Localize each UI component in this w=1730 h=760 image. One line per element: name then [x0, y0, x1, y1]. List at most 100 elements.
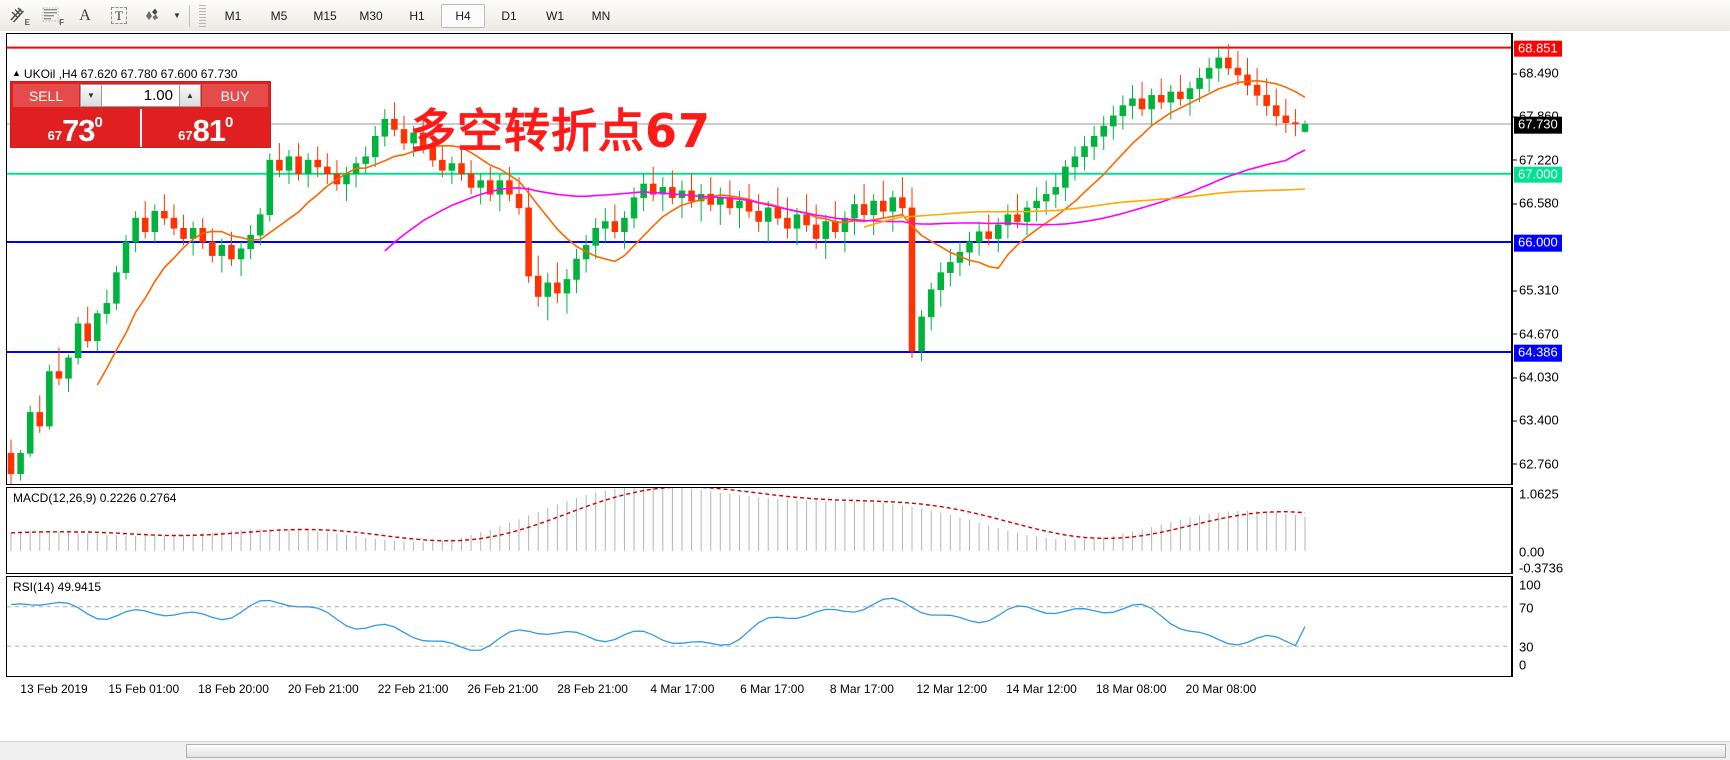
timeframe-m1[interactable]: M1	[211, 4, 255, 28]
price-tick-label: 64.030	[1512, 369, 1559, 385]
buy-price-fraction: 0	[225, 114, 234, 131]
time-axis-label: 15 Feb 01:00	[108, 682, 180, 696]
text-label-icon[interactable]: A	[68, 1, 102, 30]
time-axis-label: 26 Feb 21:00	[467, 682, 539, 696]
macd-pane[interactable]: MACD(12,26,9) 0.2226 0.2764	[6, 487, 1512, 574]
trade-panel-top-row: SELL ▼ 1.00 ▲ BUY	[11, 82, 270, 109]
timeframe-d1[interactable]: D1	[487, 4, 531, 28]
ma-fast-orange	[96, 79, 1306, 386]
rsi-line	[10, 597, 1306, 652]
trade-panel-prices: 67 73 0 67 81 0	[11, 109, 270, 147]
sell-price-display[interactable]: 67 73 0	[11, 109, 140, 147]
time-axis-label: 20 Feb 21:00	[287, 682, 359, 696]
macd-axis-line	[1512, 487, 1513, 574]
macd-signal-line	[10, 488, 1306, 542]
text-object-icon[interactable]: T	[102, 1, 136, 30]
price-series	[7, 44, 1511, 484]
timeframe-m30[interactable]: M30	[349, 4, 393, 28]
volume-increase-button[interactable]: ▲	[179, 84, 201, 107]
price-tag-67-000: 67.000	[1514, 166, 1562, 184]
chart-annotation-text: 多空转折点67	[410, 104, 712, 158]
expert-advisors-icon-label: E	[24, 18, 30, 27]
price-tick-label: 65.310	[1512, 282, 1559, 298]
macd-axis[interactable]: 1.0625 0.00 -0.3736	[1512, 486, 1730, 575]
macd-label: MACD(12,26,9) 0.2226 0.2764	[13, 491, 177, 505]
horizontal-scrollbar[interactable]	[0, 741, 1730, 760]
rsi-tick-label: 100	[1519, 577, 1541, 593]
sell-price-main: 73	[62, 113, 95, 149]
rsi-tick-label: 70	[1519, 600, 1534, 616]
objects-icon[interactable]	[136, 1, 170, 30]
timeframe-h1[interactable]: H1	[395, 4, 439, 28]
toolbar-grip-handle[interactable]	[199, 4, 206, 27]
timeframe-group: M1 M5 M15 M30 H1 H4 D1 W1 MN	[210, 3, 624, 28]
sell-price-fraction: 0	[94, 114, 103, 131]
one-click-trading-panel[interactable]: SELL ▼ 1.00 ▲ BUY 67 73 0 67 81 0	[10, 81, 271, 148]
expert-advisors-icon[interactable]: E	[0, 1, 34, 30]
rsi-axis[interactable]: 100 70 30 0	[1512, 576, 1730, 677]
sell-price-prefix: 67	[47, 128, 63, 143]
indicators-list-icon-label: F	[59, 18, 64, 27]
candlesticks	[7, 44, 1309, 484]
price-tag-67-730: 67.730	[1514, 116, 1562, 134]
price-tag-66-000: 66.000	[1514, 234, 1562, 252]
sell-button[interactable]: SELL	[13, 84, 79, 107]
timeframe-label: M5	[270, 8, 288, 23]
volume-input[interactable]: 1.00	[102, 84, 179, 107]
rsi-label: RSI(14) 49.9415	[13, 580, 102, 594]
chart-collapse-arrow-icon: ▲	[12, 68, 21, 78]
time-axis-label: 18 Mar 08:00	[1095, 682, 1167, 696]
time-axis-label: 18 Feb 20:00	[198, 682, 269, 696]
toolbar-separator	[189, 4, 190, 27]
price-tick-label: 66.580	[1512, 195, 1559, 211]
buy-price-prefix: 67	[178, 128, 193, 143]
timeframe-label: MN	[591, 8, 611, 23]
objects-dropdown-caret-icon[interactable]: ▼	[173, 11, 181, 20]
volume-stepper[interactable]: ▼ 1.00 ▲	[80, 84, 201, 107]
price-tag-64-386: 64.386	[1514, 344, 1562, 362]
price-axis-line	[1512, 33, 1513, 485]
ma-slow-gold	[863, 188, 1306, 228]
horizontal-scrollbar-thumb[interactable]	[186, 744, 1726, 758]
time-axis[interactable]: 13 Feb 2019 15 Feb 01:00 18 Feb 20:00 20 Fe…	[6, 679, 1512, 701]
macd-tick-label: 1.0625	[1519, 486, 1559, 502]
price-tag-68-851: 68.851	[1514, 40, 1562, 57]
rsi-tick-label: 30	[1519, 639, 1534, 655]
price-tick-label: 63.400	[1512, 412, 1559, 428]
rsi-pane[interactable]: RSI(14) 49.9415	[6, 576, 1512, 677]
time-axis-label: 12 Mar 12:00	[916, 682, 988, 696]
price-tick-label: 68.490	[1512, 65, 1559, 81]
time-axis-label: 20 Mar 08:00	[1185, 682, 1257, 696]
timeframe-m5[interactable]: M5	[257, 4, 301, 28]
timeframe-label: D1	[501, 8, 517, 23]
rsi-axis-line	[1512, 576, 1513, 677]
buy-button[interactable]: BUY	[202, 84, 268, 107]
text-label-glyph: A	[79, 6, 91, 24]
macd-series	[10, 488, 1306, 551]
timeframe-w1[interactable]: W1	[533, 4, 577, 28]
rsi-series	[7, 597, 1511, 652]
time-axis-label: 8 Mar 17:00	[829, 682, 894, 696]
time-axis-label: 14 Mar 12:00	[1006, 682, 1077, 696]
price-axis[interactable]: 68.49067.86067.22066.58065.31064.67064.0…	[1512, 33, 1730, 485]
macd-tick-label: 0.00	[1519, 544, 1545, 560]
timeframe-m15[interactable]: M15	[303, 4, 347, 28]
macd-histogram	[10, 488, 1306, 551]
price-tick-label: 62.760	[1512, 456, 1559, 472]
buy-price-main: 81	[192, 113, 226, 149]
symbol-label: ▲ UKOil ,H4 67.620 67.780 67.600 67.730	[12, 67, 237, 81]
timeframe-label: M15	[313, 8, 337, 23]
text-object-glyph: T	[111, 7, 127, 24]
timeframe-mn[interactable]: MN	[579, 4, 623, 28]
timeframe-h4[interactable]: H4	[441, 3, 485, 28]
buy-price-display[interactable]: 67 81 0	[139, 109, 271, 149]
chart-area: ▲ UKOil ,H4 67.620 67.780 67.600 67.730 多…	[0, 31, 1730, 741]
price-tick-label: 67.220	[1512, 152, 1559, 168]
rsi-tick-label: 0	[1519, 657, 1527, 673]
volume-decrease-button[interactable]: ▼	[80, 84, 102, 107]
timeframe-label: W1	[546, 8, 564, 23]
timeframe-label: H4	[455, 8, 471, 23]
timeframe-label: H1	[409, 8, 425, 23]
indicators-list-icon[interactable]: F	[34, 1, 68, 30]
